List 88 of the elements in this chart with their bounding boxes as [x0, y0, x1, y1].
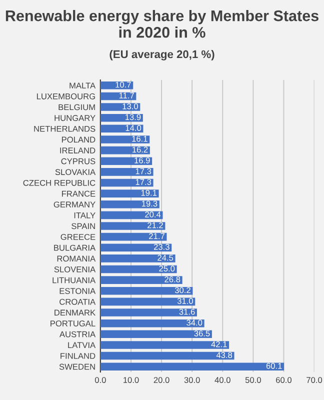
data-label: 24.5 — [158, 254, 174, 261]
data-label: 17.3 — [136, 168, 152, 174]
y-tick-label: FRANCE — [62, 190, 96, 197]
data-label: 16.2 — [132, 146, 148, 153]
bar — [100, 341, 230, 349]
y-tick-label: LATVIA — [68, 342, 96, 348]
bar — [100, 265, 177, 274]
data-label: 36.5 — [194, 330, 210, 336]
bar — [100, 190, 159, 198]
data-label: 13.0 — [122, 103, 138, 110]
y-tick-label: BULGARIA — [54, 244, 96, 251]
y-tick-label: LITHUANIA — [52, 277, 96, 284]
chart-subtitle: (EU average 20,1 %) — [110, 50, 214, 60]
y-tick-label: NETHERLANDS — [34, 126, 96, 132]
x-tick-label: 50.0 — [245, 377, 261, 383]
y-tick-label: POLAND — [62, 136, 96, 143]
data-label: 60.1 — [266, 362, 282, 369]
y-tick-label: SWEDEN — [59, 364, 95, 370]
data-label: 31.6 — [179, 308, 195, 315]
bar — [100, 276, 182, 284]
data-label: 25.0 — [159, 266, 175, 272]
y-tick-label: ROMANIA — [57, 256, 96, 262]
data-label: 19.1 — [141, 190, 157, 196]
bar — [100, 157, 152, 166]
y-tick-label: SLOVENIA — [54, 266, 96, 272]
bar — [100, 319, 204, 328]
y-tick-label: IRELAND — [60, 148, 96, 154]
data-label: 19.3 — [142, 200, 158, 207]
y-tick-label: CROATIA — [60, 298, 96, 305]
y-tick-label: ESTONIA — [60, 288, 96, 294]
bar — [100, 211, 163, 220]
y-tick-label: GREECE — [60, 234, 96, 240]
x-tick-label: 0.0 — [94, 377, 106, 383]
x-tick-label: 10.0 — [124, 377, 139, 383]
bar — [100, 362, 284, 370]
bar — [100, 168, 154, 176]
data-label: 20.4 — [145, 212, 161, 218]
data-label: 17.3 — [136, 179, 152, 185]
y-tick-label: GERMANY — [54, 202, 96, 208]
bar — [100, 200, 160, 208]
y-tick-label: LUXEMBOURG — [36, 93, 95, 100]
data-label: 21.7 — [149, 233, 164, 239]
y-tick-label: BELGIUM — [58, 104, 95, 110]
x-tick-label: 20.0 — [154, 377, 170, 383]
data-label: 34.0 — [186, 320, 202, 326]
x-tick-label: 30.0 — [184, 377, 200, 383]
bar — [100, 178, 154, 187]
bar — [100, 352, 234, 360]
bar — [100, 298, 196, 306]
bar — [100, 286, 193, 295]
y-tick-label: DENMARK — [54, 310, 96, 316]
bar — [100, 82, 134, 90]
data-label: 11.7 — [119, 92, 134, 98]
y-tick-label: PORTUGAL — [50, 320, 96, 326]
y-tick-label: FINLAND — [60, 353, 96, 359]
bar — [100, 330, 212, 338]
bar — [100, 254, 176, 262]
bar — [100, 244, 172, 252]
data-label: 10.7 — [116, 82, 131, 88]
data-label: 13.9 — [125, 114, 141, 120]
bar — [100, 232, 167, 241]
bar — [100, 103, 140, 111]
data-label: 43.8 — [216, 352, 232, 358]
chart-title: Renewable energy share by Member States in 2020 in % — [6, 10, 318, 38]
x-tick-label: 60.0 — [276, 377, 292, 383]
y-tick-label: CZECH REPUBLIC — [23, 180, 96, 186]
data-label: 16.9 — [134, 157, 150, 164]
bar — [100, 146, 150, 154]
bar — [100, 136, 150, 144]
data-label: 42.1 — [211, 341, 227, 348]
bar — [100, 308, 197, 316]
data-label: 14.0 — [126, 125, 142, 131]
y-tick-label: SLOVAKIA — [55, 169, 96, 176]
y-tick-label: MALTA — [70, 82, 96, 88]
y-tick-label: SPAIN — [72, 223, 95, 230]
data-label: 16.1 — [132, 136, 148, 142]
y-tick-label: ITALY — [74, 212, 96, 218]
y-tick-label: CYPRUS — [61, 158, 96, 164]
x-tick-label: 70.0 — [306, 377, 322, 383]
data-label: 21.2 — [148, 222, 163, 228]
y-tick-label: AUSTRIA — [59, 331, 96, 338]
y-tick-label: HUNGARY — [54, 115, 96, 121]
x-tick-label: 40.0 — [214, 377, 230, 383]
data-label: 30.2 — [174, 287, 190, 294]
data-label: 31.0 — [177, 298, 193, 304]
bar — [100, 222, 166, 230]
data-label: 26.8 — [164, 276, 180, 282]
data-label: 23.3 — [154, 244, 170, 250]
